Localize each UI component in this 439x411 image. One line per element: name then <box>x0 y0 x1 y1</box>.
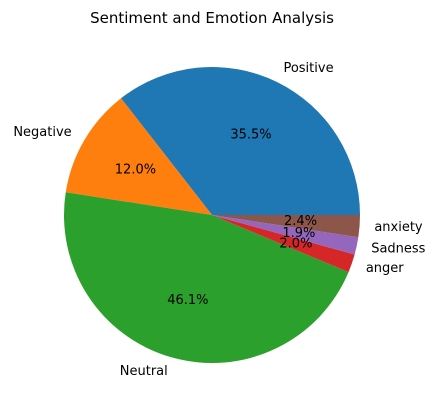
pie-slice-negative <box>65 98 212 215</box>
slice-percent-sadness: 1.9% <box>282 226 315 241</box>
pie-slice-neutral <box>63 192 349 364</box>
chart-title: Sentiment and Emotion Analysis <box>90 9 334 27</box>
slice-percent-anger: 2.0% <box>279 237 312 252</box>
pie-slice-anger <box>212 215 355 273</box>
slice-label-sadness: Sadness <box>371 242 425 257</box>
slice-label-anger: anger <box>366 261 404 276</box>
pie-labels: Positive 35.5% Negative 12.0% Neutral 46.1% an… <box>13 61 425 379</box>
slice-percent-positive: 35.5% <box>230 128 271 143</box>
slice-label-negative: Negative <box>13 125 71 140</box>
pie-slice-sadness <box>212 215 359 255</box>
pie-slice-anxiety <box>212 215 360 238</box>
slice-percent-anxiety: 2.4% <box>284 214 317 229</box>
slice-percent-neutral: 46.1% <box>167 293 208 308</box>
slice-label-anxiety: anxiety <box>374 220 423 235</box>
slice-percent-negative: 12.0% <box>115 163 156 178</box>
slice-label-positive: Positive <box>283 61 333 76</box>
slice-label-neutral: Neutral <box>120 364 168 379</box>
pie-slice-positive <box>121 67 360 215</box>
pie-slices <box>63 67 360 364</box>
